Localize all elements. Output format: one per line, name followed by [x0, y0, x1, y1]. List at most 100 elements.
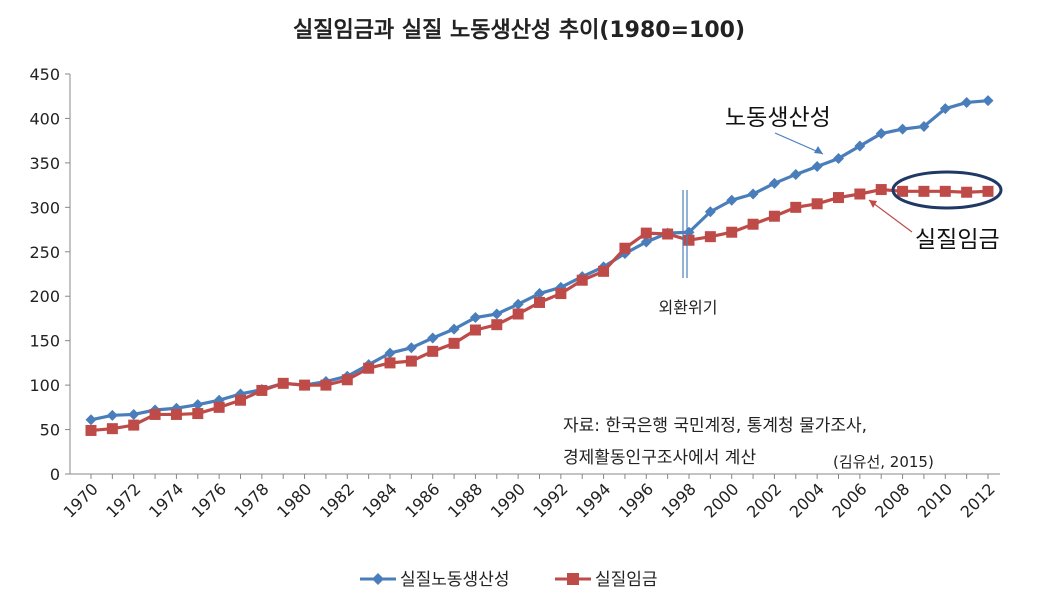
y-tick-label: 250 — [29, 243, 60, 262]
series-wage — [85, 184, 994, 436]
x-tick-label: 1998 — [658, 479, 700, 521]
data-point — [918, 185, 930, 197]
data-point — [256, 384, 268, 396]
data-point — [512, 308, 524, 320]
series-layer — [85, 95, 994, 436]
data-point — [875, 184, 887, 196]
data-point — [384, 357, 396, 369]
x-tick-label: 2010 — [914, 479, 956, 521]
data-point — [833, 192, 844, 204]
legend-label-wage: 실질임금 — [595, 570, 658, 590]
x-tick-label: 1992 — [529, 479, 571, 521]
data-point — [875, 128, 887, 140]
data-point — [961, 96, 973, 108]
data-point — [939, 185, 951, 197]
data-point — [170, 408, 182, 420]
data-point — [726, 226, 738, 238]
x-tick-label: 2006 — [828, 479, 870, 521]
data-point — [768, 210, 780, 222]
data-point — [534, 288, 545, 300]
data-point — [128, 408, 140, 420]
data-point — [106, 423, 118, 435]
data-point — [961, 186, 973, 198]
x-tick-label: 1980 — [273, 479, 315, 521]
x-tick-label: 1982 — [316, 479, 358, 521]
y-tick-label: 0 — [50, 465, 60, 484]
legend-marker-wage — [567, 573, 579, 585]
series-line — [90, 99, 989, 422]
data-point — [598, 265, 610, 277]
data-point — [469, 324, 481, 336]
data-point — [491, 319, 503, 331]
data-point — [982, 185, 994, 197]
data-point — [726, 194, 738, 206]
data-point — [747, 218, 759, 230]
data-point — [747, 188, 759, 200]
data-point — [299, 379, 311, 391]
data-point — [704, 231, 716, 243]
data-point — [640, 227, 652, 239]
x-tick-label: 2012 — [957, 479, 999, 521]
data-point — [555, 288, 567, 300]
x-tick-label: 1970 — [60, 479, 102, 521]
y-tick-label: 400 — [29, 109, 60, 128]
crisis-label: 외환위기 — [659, 298, 718, 317]
data-point — [897, 185, 909, 197]
source-line-2: 경제활동인구조사에서 계산 — [563, 448, 756, 468]
data-point — [576, 274, 588, 286]
y-axis: 0 50 100 150 200 250 300 350 400 450 — [29, 65, 71, 484]
series-line — [90, 187, 989, 433]
data-point — [384, 347, 396, 359]
chart-title: 실질임금과 실질 노동생산성 추이(1980=100) — [293, 18, 745, 43]
data-point — [790, 201, 802, 213]
data-point — [704, 206, 716, 218]
data-point — [363, 362, 375, 374]
data-point — [939, 103, 951, 115]
data-point — [192, 399, 204, 411]
legend-marker-productivity — [372, 573, 384, 585]
data-point — [341, 374, 353, 386]
wage-arrow — [868, 199, 913, 233]
productivity-arrowhead — [814, 146, 823, 154]
data-point — [427, 332, 439, 344]
y-tick-label: 100 — [29, 376, 60, 395]
data-point — [85, 424, 97, 436]
wage-arrowhead — [869, 200, 877, 208]
data-point — [405, 342, 417, 354]
data-point — [918, 120, 930, 132]
productivity-arrow — [774, 132, 824, 155]
x-tick-label: 2002 — [743, 479, 785, 521]
data-point — [790, 168, 802, 180]
x-tick-label: 1990 — [487, 479, 529, 521]
data-point — [85, 414, 97, 426]
annotation-layer: 노동생산성 실질임금 외환위기 자료: 한국은행 국민계정, 통계청 물가조사,… — [563, 105, 1003, 471]
data-point — [106, 409, 118, 421]
data-point — [897, 123, 909, 135]
data-point — [448, 323, 460, 335]
y-tick-label: 50 — [40, 421, 60, 440]
data-point — [833, 152, 844, 164]
x-tick-label: 1976 — [188, 479, 230, 521]
data-point — [534, 296, 545, 308]
source-cite: (김유선, 2015) — [833, 453, 934, 471]
source-line-1: 자료: 한국은행 국민계정, 통계청 물가조사, — [563, 416, 867, 436]
data-point — [448, 337, 460, 349]
x-tick-label: 2008 — [871, 479, 913, 521]
productivity-label: 노동생산성 — [725, 105, 831, 131]
data-point — [469, 312, 481, 324]
data-point — [277, 377, 289, 389]
data-point — [149, 408, 161, 420]
y-tick-label: 200 — [29, 287, 60, 306]
y-tick-label: 150 — [29, 332, 60, 351]
data-point — [982, 95, 994, 107]
series-productivity — [85, 95, 994, 426]
x-tick-label: 1974 — [145, 479, 187, 521]
data-point — [192, 408, 204, 420]
x-tick-label: 1988 — [444, 479, 486, 521]
legend-item-wage: 실질임금 — [555, 570, 658, 590]
legend: 실질노동생산성 실질임금 — [360, 570, 658, 590]
x-tick-label: 1972 — [102, 479, 144, 521]
data-point — [320, 379, 332, 391]
x-tick-label: 2004 — [786, 479, 828, 521]
